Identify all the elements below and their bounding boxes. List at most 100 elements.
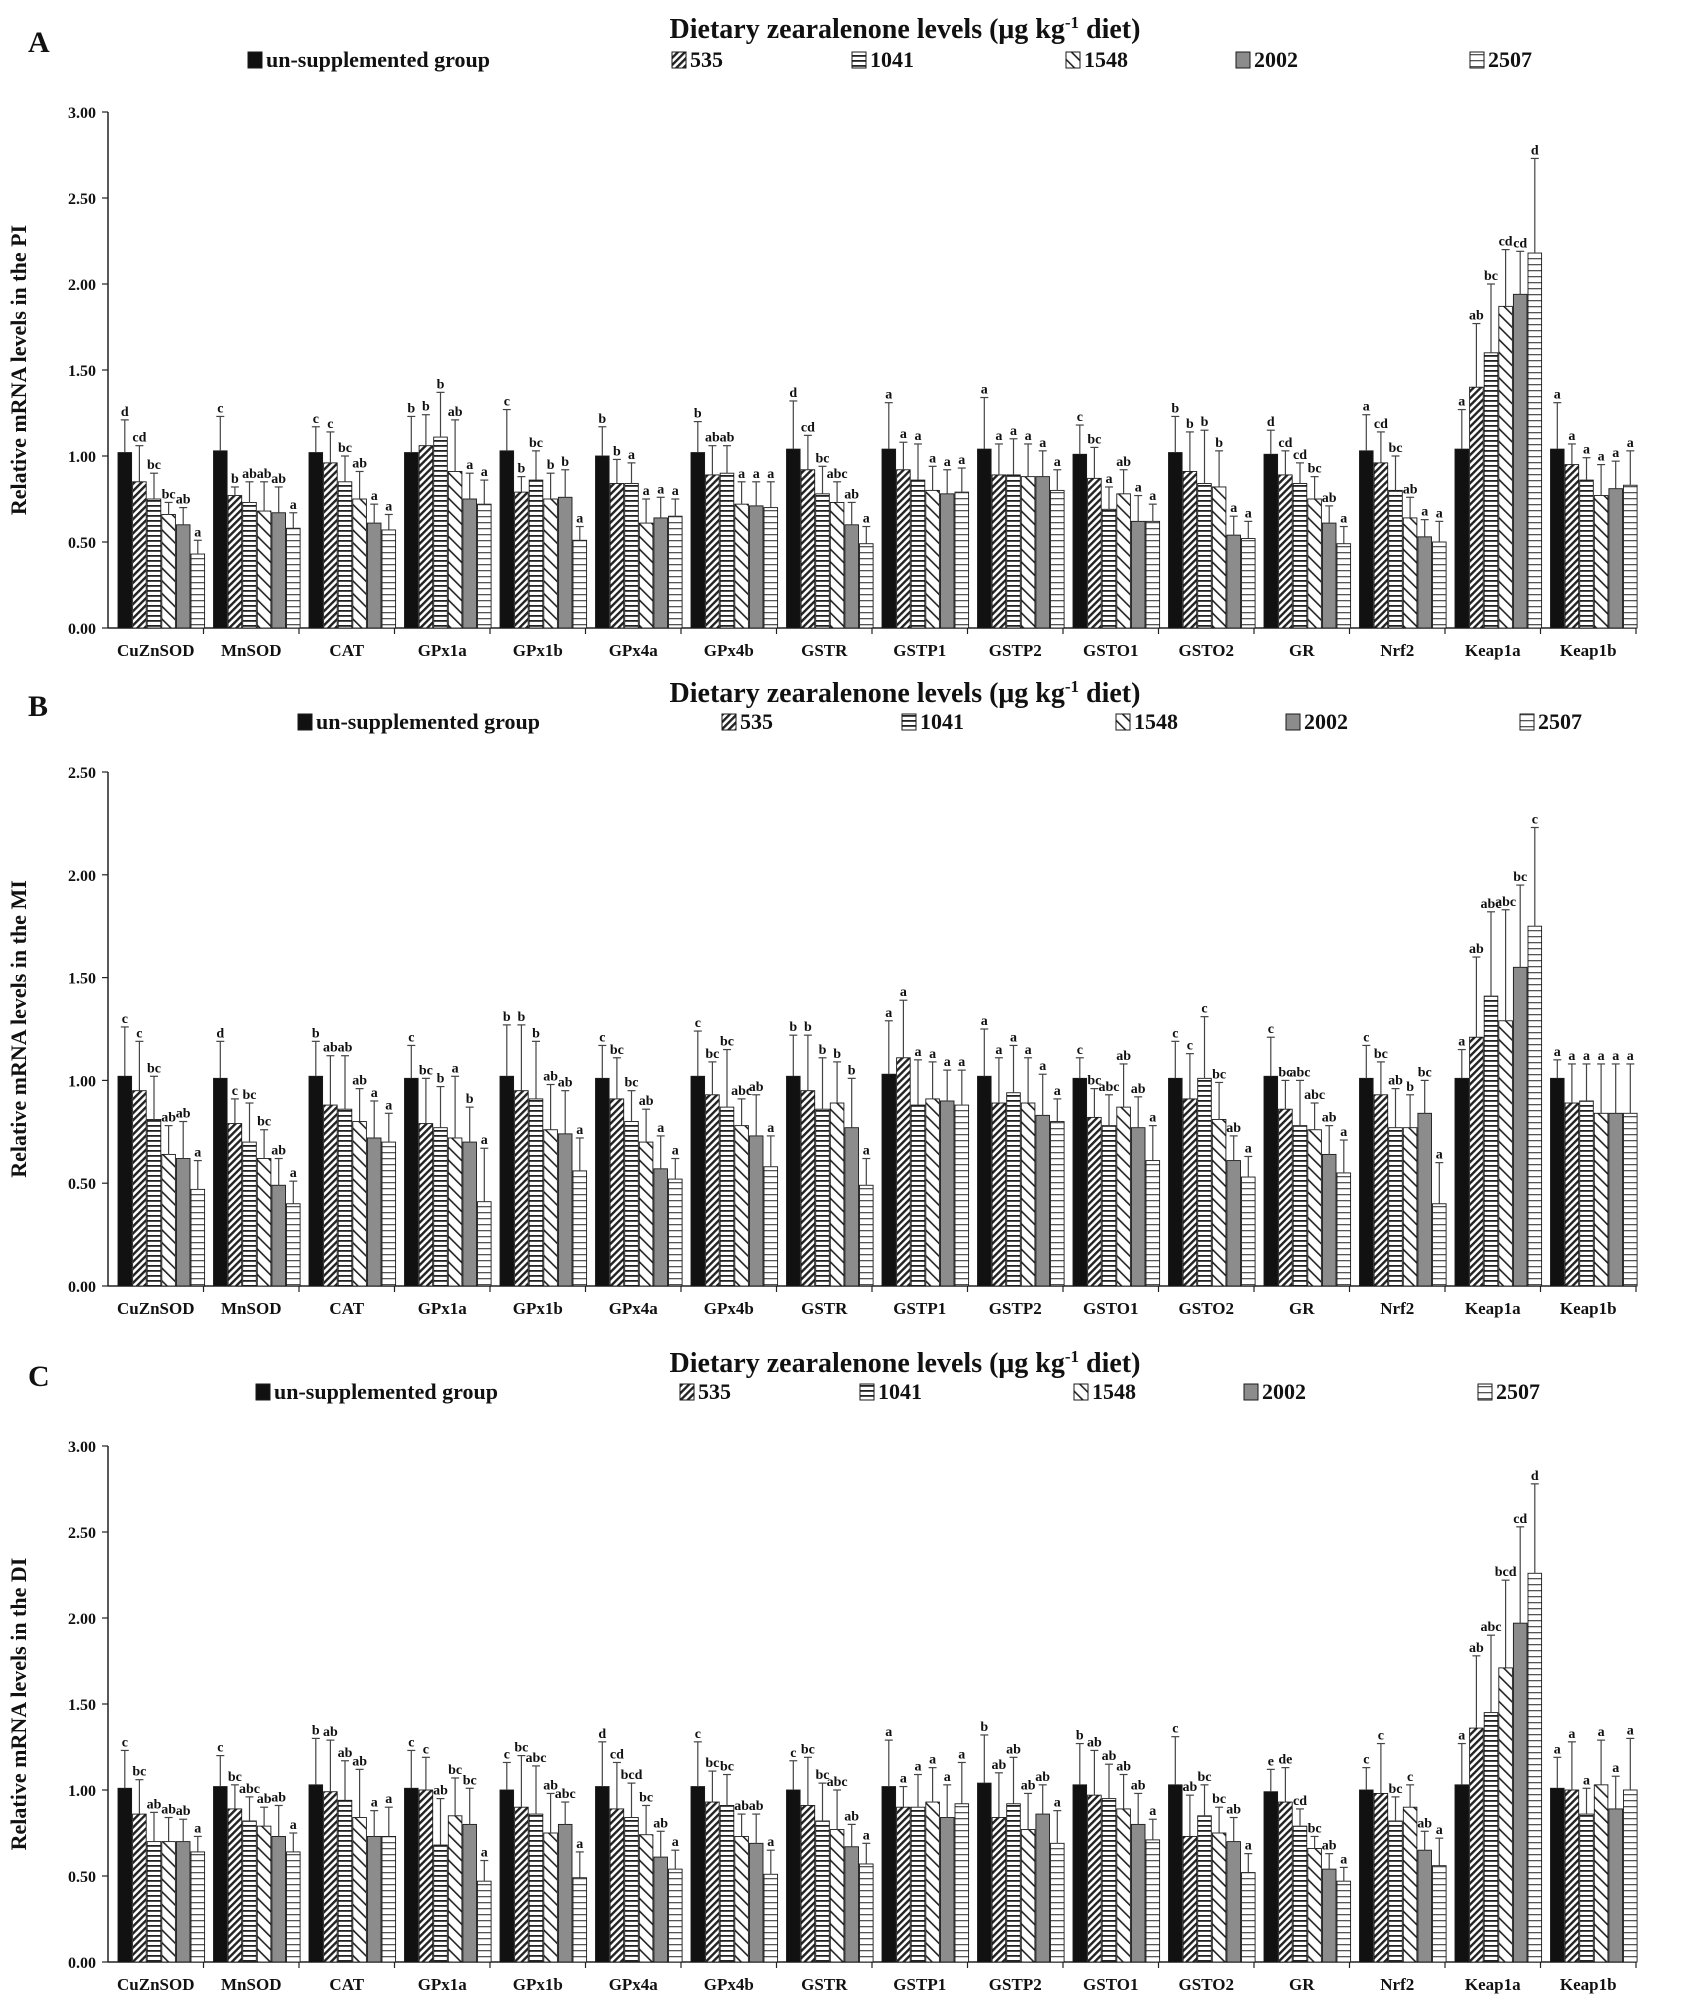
bar [896,1057,911,1287]
bar [1550,1077,1565,1287]
bar [939,1817,955,1963]
bar [1373,1792,1389,1963]
bar [499,450,515,629]
bar [286,527,301,629]
bar [1211,1832,1227,1963]
significance-letter: a [1598,450,1605,465]
significance-letter: a [1436,1148,1443,1163]
bar [528,1098,544,1287]
x-tick-label: Keap1a [1465,1975,1521,1994]
chart-panel-a: A Dietary zearalenone levels (μg kg-1 die… [6,13,1638,660]
significance-letter: ab [720,431,735,446]
significance-letter: abc [827,1775,848,1790]
bar [1278,1108,1293,1287]
significance-letter: ab [639,1094,654,1109]
significance-letter: b [833,1047,841,1062]
bar [499,1789,515,1963]
bar [1006,1092,1021,1287]
legend-swatch [671,51,687,69]
significance-letter: de [1278,1753,1292,1768]
legend-label: un-supplemented group [316,709,540,734]
significance-letter: c [122,1012,128,1027]
x-tick-label: GPx1a [418,1975,468,1994]
bar [1197,1077,1212,1287]
bar [117,1787,133,1963]
y-tick-label: 0.00 [68,1955,96,1972]
bar [624,483,639,629]
significance-letter: a [371,1086,378,1101]
significance-letter: c [408,1030,414,1045]
bar [690,452,706,629]
significance-letter: a [1612,446,1619,461]
bar [462,1823,477,1963]
bar [763,507,779,629]
significance-letter: cd [1499,235,1513,250]
x-tick-label: GPx1b [513,641,563,660]
bar [1527,1572,1543,1963]
bar [1145,1160,1161,1287]
bar [286,1851,301,1963]
significance-letter: b [437,1072,445,1087]
significance-letter: b [437,377,445,392]
significance-letter: b [1186,417,1194,432]
significance-letter: ab [1388,1074,1403,1089]
bar [337,1799,353,1963]
significance-letter: ab [1131,1082,1146,1097]
significance-letter: ab [734,1799,749,1814]
bar [1402,1127,1418,1287]
significance-letter: a [290,498,297,513]
bar [1359,1789,1374,1963]
legend-swatch [1073,1383,1089,1401]
significance-letter: bc [1484,269,1498,284]
bar [690,1786,706,1963]
bar [1278,474,1293,629]
bar [227,1808,243,1963]
bar [117,1075,133,1287]
significance-letter: ab [161,1111,176,1126]
x-tick-label: Keap1b [1560,1299,1617,1318]
bar [1145,1839,1161,1963]
x-tick-label: GR [1289,1975,1315,1994]
bar [1469,1727,1484,1963]
significance-letter: b [312,1026,320,1041]
significance-letter: ab [1102,1749,1117,1764]
significance-letter: a [1230,501,1237,516]
bar [190,1851,206,1963]
bar [925,489,940,629]
bar [433,436,448,629]
significance-letter: bc [228,1770,242,1785]
bar [543,1129,558,1287]
bar [1388,1127,1403,1287]
significance-letter: a [863,512,870,527]
significance-letter: cd [1374,417,1388,432]
bar [910,479,926,629]
significance-letter: ab [338,1041,353,1056]
significance-letter: c [1407,1770,1413,1785]
bar [1020,1829,1036,1963]
y-tick-label: 1.00 [68,1073,96,1090]
significance-letter: a [672,484,679,499]
significance-letter: cd [1513,1512,1527,1527]
significance-letter: a [1583,1049,1590,1064]
significance-letter: a [885,1006,892,1021]
bar [190,1188,206,1287]
y-tick-label: 1.50 [68,1697,96,1714]
significance-letter: a [628,448,635,463]
significance-letter: a [981,1014,988,1029]
significance-letter: ab [242,467,257,482]
significance-letter: a [385,1792,392,1807]
bar [1035,1813,1050,1963]
bar [1241,1176,1256,1287]
significance-letter: b [1076,1729,1084,1744]
significance-letter: a [1568,429,1575,444]
significance-letter: a [1245,1141,1252,1156]
significance-letter: ab [749,1080,764,1095]
bar [624,1121,639,1287]
significance-letter: ab [1116,1049,1131,1064]
significance-letter: a [1245,506,1252,521]
bar [815,1820,830,1963]
bar [881,448,897,629]
bar [161,1841,176,1963]
significance-letter: a [944,1770,951,1785]
significance-letter: a [767,1121,774,1136]
